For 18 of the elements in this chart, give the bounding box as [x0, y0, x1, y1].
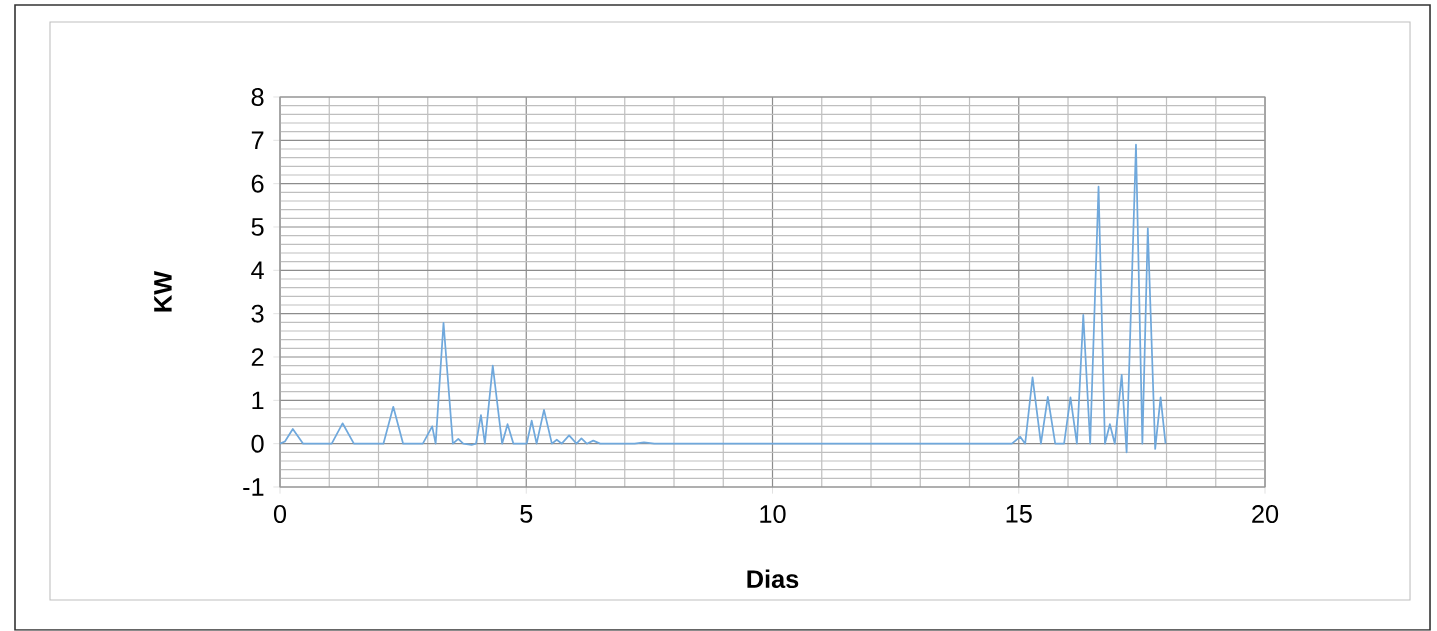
x-tick-label: 10: [760, 505, 786, 524]
x-axis-title: Dias: [747, 569, 799, 589]
line-series: [279, 143, 1167, 454]
y-tick-label: 1: [252, 391, 264, 410]
y-tick-label: 5: [251, 218, 264, 236]
x-tick-label: 15: [1006, 505, 1032, 523]
y-tick-label: 4: [251, 261, 264, 280]
y-tick-label: 3: [251, 304, 264, 323]
y-tick-label: 6: [251, 174, 264, 193]
y-tick-label: 0: [251, 434, 264, 453]
y-tick-label: 8: [251, 88, 264, 107]
y-axis-title: KW: [154, 271, 172, 312]
y-tick-label: -1: [243, 478, 264, 496]
x-tick-label: 5: [520, 505, 533, 523]
y-tick-label: 2: [251, 348, 264, 366]
y-tick-label: 7: [251, 131, 264, 150]
x-tick-label: 20: [1252, 505, 1279, 524]
x-tick-label: 0: [273, 505, 287, 524]
